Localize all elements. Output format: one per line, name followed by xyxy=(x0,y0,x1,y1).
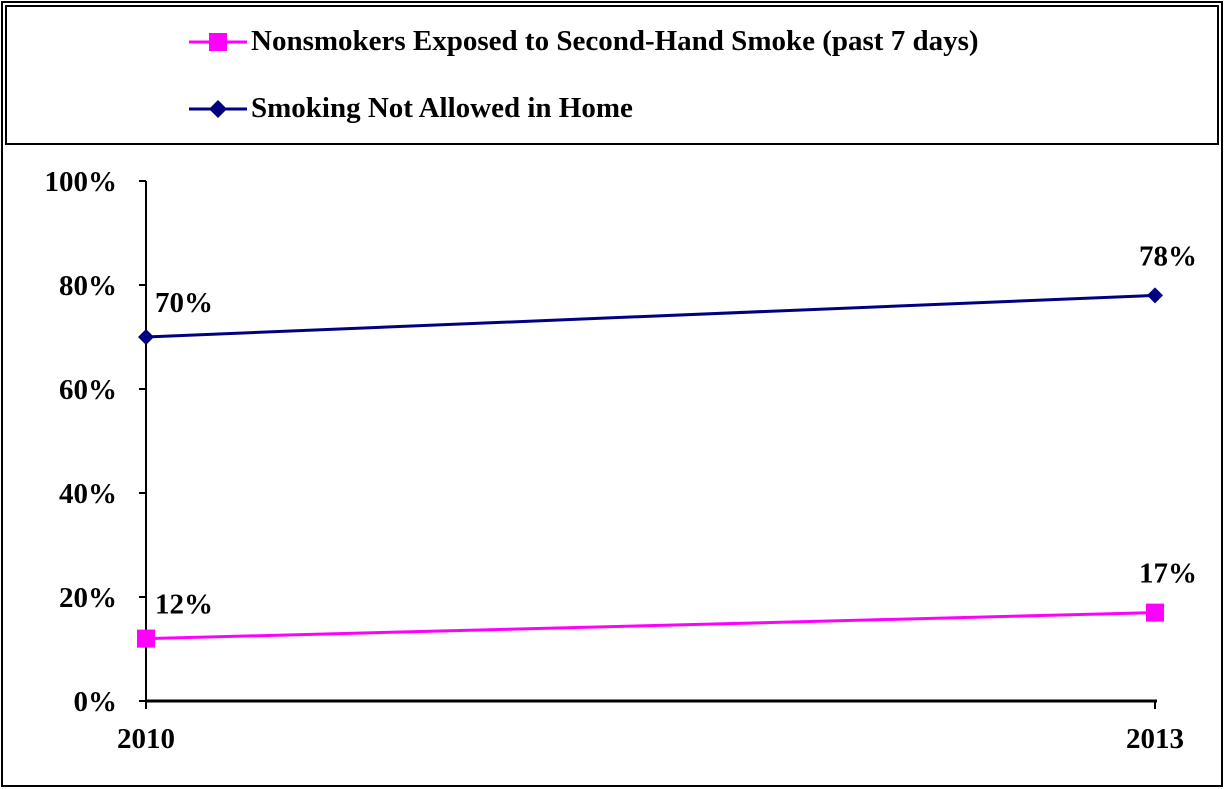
data-label: 12% xyxy=(155,589,213,621)
legend-label-smoking-not-allowed: Smoking Not Allowed in Home xyxy=(251,92,633,124)
legend xyxy=(5,5,1219,145)
legend-item-smoking-not-allowed: Smoking Not Allowed in Home xyxy=(187,92,633,125)
data-label: 78% xyxy=(1139,240,1197,272)
y-tick-label: 0% xyxy=(74,686,118,718)
legend-label-nonsmokers-exposed: Nonsmokers Exposed to Second-Hand Smoke … xyxy=(251,25,979,57)
y-tick-label: 60% xyxy=(59,374,117,406)
data-point xyxy=(137,629,155,648)
x-tick-label: 2013 xyxy=(1126,723,1184,755)
legend-item-nonsmokers-exposed: Nonsmokers Exposed to Second-Hand Smoke … xyxy=(187,25,979,58)
y-tick-label: 80% xyxy=(59,270,117,302)
data-point xyxy=(1146,603,1164,622)
data-point xyxy=(138,329,154,345)
y-tick-label: 20% xyxy=(59,582,117,614)
legend-marker-square xyxy=(189,32,247,51)
legend-marker-diamond xyxy=(189,99,247,118)
data-label: 70% xyxy=(155,287,213,319)
x-tick-label: 2010 xyxy=(117,723,175,755)
data-point xyxy=(1147,287,1163,304)
y-tick-label: 40% xyxy=(59,478,117,510)
data-label: 17% xyxy=(1139,558,1197,590)
series-line xyxy=(145,611,1156,641)
series-line xyxy=(145,293,1156,339)
y-tick-label: 100% xyxy=(45,166,118,198)
